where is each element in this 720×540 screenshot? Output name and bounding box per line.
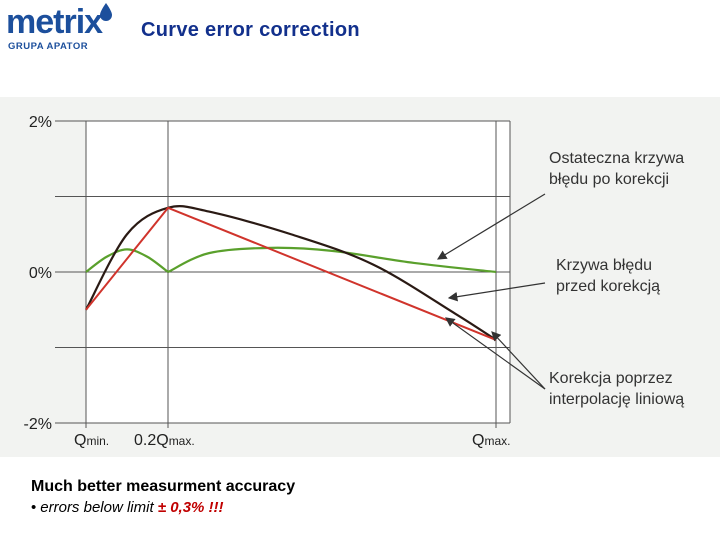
y-tick-label-1: 0% — [29, 265, 52, 282]
y-tick-label-2: -2% — [24, 416, 52, 433]
footer-headline: Much better measurment accuracy — [31, 478, 296, 495]
footer: Much better measurment accuracy • errors … — [31, 478, 295, 516]
annotation-arrow-correction — [445, 317, 546, 390]
series-line-uncorrected — [85, 205, 497, 341]
error-limit-value: ± 0,3% !!! — [157, 499, 224, 516]
footer-bullet-text: errors below limit — [40, 499, 154, 516]
annotation-arrow-uncorrected — [447, 282, 546, 302]
annotation-arrow-final — [436, 193, 546, 260]
annotation-correction-line-1: interpolację liniową — [549, 391, 684, 408]
series-line-final — [85, 246, 497, 274]
annotation-uncorrected-line-0: Krzywa błędu — [556, 257, 652, 274]
chart-canvas: 2% 0% -2% Qmin. 0.2Qmax. Qmax. Ostateczna krzy… — [24, 114, 685, 449]
x-tick-label-1: 0.2Qmax. — [134, 432, 195, 449]
y-tick-label-0: 2% — [29, 114, 52, 131]
x-tick-label-2: Qmax. — [472, 432, 510, 449]
annotation-correction-line-0: Korekcja poprzez — [549, 370, 673, 387]
water-drop-icon — [100, 3, 112, 21]
logo-tagline: GRUPA APATOR — [8, 41, 89, 52]
annotation-uncorrected-line-1: przed korekcją — [556, 278, 660, 295]
annotation-final-line-0: Ostateczna krzywa — [549, 150, 684, 167]
x-tick-label-0: Qmin. — [74, 432, 109, 449]
bullet-icon: • — [31, 499, 37, 516]
annotation-final-line-1: błędu po korekcji — [549, 171, 669, 188]
annotation-arrow-correction-2 — [491, 331, 546, 390]
slide-title: Curve error correction — [141, 19, 360, 41]
series-line-correction — [85, 206, 497, 341]
error-curve-chart: 2% 0% -2% Qmin. 0.2Qmax. Qmax. Ostateczna krzy… — [0, 97, 720, 457]
logo-wordmark: metrix — [6, 3, 103, 41]
metrix-logo: metrix GRUPA APATOR — [6, 3, 116, 52]
footer-bullet: • errors below limit ± 0,3% !!! — [31, 499, 295, 516]
